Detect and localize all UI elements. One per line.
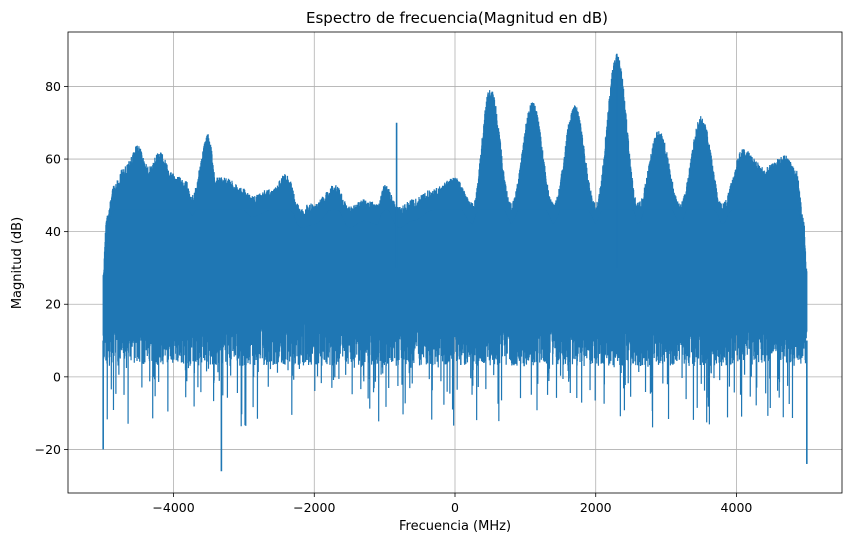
y-tick-label: 60: [45, 152, 61, 167]
chart-title: Espectro de frecuencia(Magnitud en dB): [306, 9, 608, 27]
series-magnitude: [102, 53, 808, 472]
x-tick-label: 4000: [721, 500, 753, 515]
spectrum-band: [104, 209, 806, 283]
x-tick-label: 0: [451, 500, 459, 515]
y-tick-label: 40: [45, 224, 61, 239]
y-axis-label: Magnitud (dB): [10, 217, 25, 309]
x-axis-label: Frecuencia (MHz): [399, 519, 511, 534]
y-tick-label: −20: [35, 442, 61, 457]
x-axis: −4000 −2000 0 2000 4000: [152, 493, 752, 515]
y-tick-label: 20: [45, 297, 61, 312]
y-tick-label: 80: [45, 79, 61, 94]
x-tick-label: −4000: [152, 500, 194, 515]
y-tick-label: 0: [53, 369, 61, 384]
x-tick-label: −2000: [293, 500, 335, 515]
x-tick-label: 2000: [580, 500, 612, 515]
y-axis: −20 0 20 40 60 80: [35, 79, 68, 457]
